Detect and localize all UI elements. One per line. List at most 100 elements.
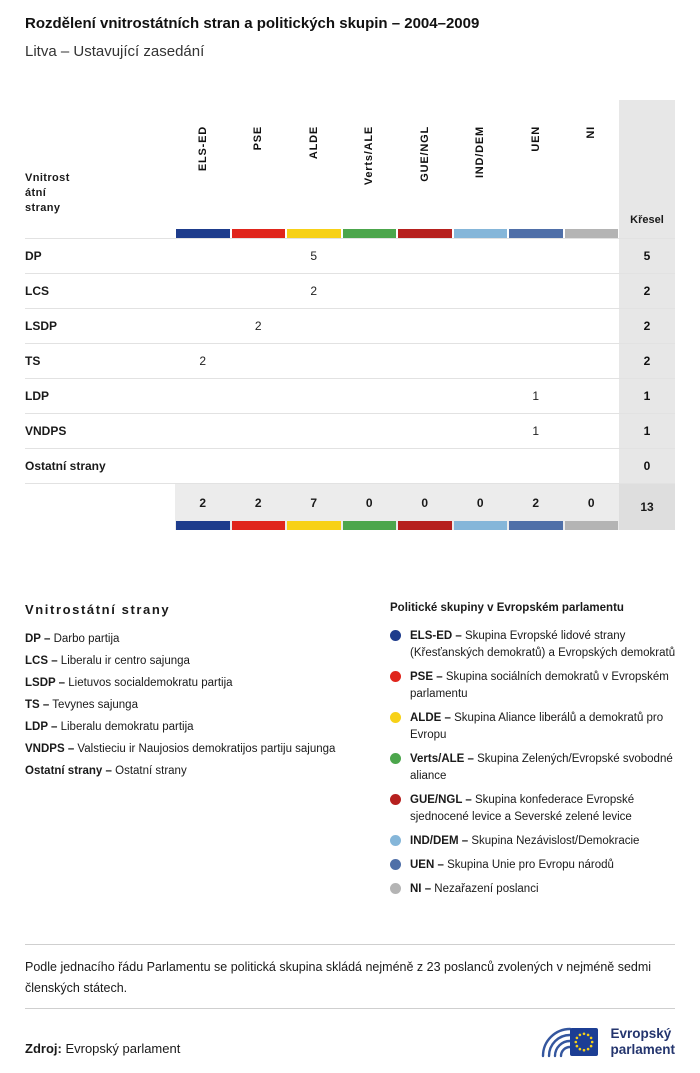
row-label-header: Vnitrost átní strany <box>25 172 70 214</box>
legend-item: TS – Tevynes sajunga <box>25 694 385 716</box>
group-name: Skupina Nezávislost/Demokracie <box>471 835 640 847</box>
group-color-bar <box>287 229 341 238</box>
value-cell <box>564 414 620 448</box>
column-header-gue-ngl: GUE/NGL <box>397 100 453 238</box>
group-color-bar <box>453 521 507 530</box>
value-cell <box>508 449 564 483</box>
seats-cell: 0 <box>619 449 675 483</box>
value-cell <box>342 309 398 343</box>
column-header-ni: NI <box>564 100 620 238</box>
column-header-verts-ale: Verts/ALE <box>342 100 398 238</box>
column-header-label: PSE <box>252 126 265 151</box>
ep-hemicycle-icon <box>542 1027 599 1058</box>
value-cell <box>231 274 287 308</box>
total-cell: 0 <box>452 484 508 530</box>
party-abbr: DP – <box>25 633 51 645</box>
group-color-bar <box>342 521 396 530</box>
total-value: 0 <box>421 495 429 510</box>
value-cell <box>453 449 509 483</box>
total-value: 0 <box>587 495 595 510</box>
legend-item: UEN – Skupina Unie pro Evropu národů <box>390 857 680 874</box>
party-full-name: Ostatní strany <box>115 765 187 777</box>
value-cell <box>342 379 398 413</box>
value-cell: 2 <box>254 319 262 333</box>
divider <box>25 1008 675 1009</box>
group-abbr: IND/DEM – <box>410 835 469 847</box>
legend-item: NI – Nezařazení poslanci <box>390 881 680 898</box>
verts-ale-color-dot <box>390 753 401 764</box>
group-name: Skupina Unie pro Evropu národů <box>447 859 614 871</box>
value-cell <box>564 379 620 413</box>
value-cell <box>231 379 287 413</box>
column-header-label: ELS-ED <box>196 126 209 172</box>
value-cell <box>231 449 287 483</box>
value-cell <box>453 379 509 413</box>
party-abbr: LSDP – <box>25 677 66 689</box>
value-cell <box>286 449 342 483</box>
seats-cell: 2 <box>619 309 675 343</box>
total-cell: 7 <box>286 484 342 530</box>
national-parties-legend: Vnitrostátní strany DP – Darbo partija L… <box>25 602 385 782</box>
value-cell <box>342 239 398 273</box>
group-name: Nezařazení poslanci <box>434 883 539 895</box>
table-header-row: Vnitrost átní strany ELS-ED PSE ALDE Ver… <box>25 100 675 238</box>
value-cell <box>286 414 342 448</box>
legend-groups-heading: Politické skupiny v Evropském parlamentu <box>390 602 624 614</box>
total-cell: 2 <box>230 484 286 530</box>
value-cell: 5 <box>310 249 318 263</box>
legend-item: Verts/ALE – Skupina Zelených/Evropské sv… <box>390 751 680 785</box>
total-value: 0 <box>476 495 484 510</box>
group-color-bar <box>453 229 507 238</box>
group-color-bar <box>564 229 618 238</box>
party-full-name: Valstieciu ir Naujosios demokratijos par… <box>77 743 336 755</box>
group-description: PSE – Skupina sociálních demokratů v Evr… <box>410 669 680 703</box>
value-cell <box>286 379 342 413</box>
column-header-els-ed: ELS-ED <box>175 100 231 238</box>
value-cell <box>508 274 564 308</box>
legend-item: ELS-ED – Skupina Evropské lidové strany … <box>390 628 680 662</box>
party-abbr: Ostatní strany – <box>25 765 112 777</box>
source-label: Zdroj: <box>25 1041 62 1056</box>
value-cell <box>564 274 620 308</box>
value-cell <box>397 274 453 308</box>
group-color-bar <box>509 229 563 238</box>
group-color-bar <box>564 521 618 530</box>
group-description: IND/DEM – Skupina Nezávislost/Demokracie <box>410 833 639 850</box>
value-cell <box>397 239 453 273</box>
divider <box>25 944 675 945</box>
total-value: 2 <box>532 495 540 510</box>
table-row-ldp: LDP 1 1 <box>25 378 675 413</box>
group-color-bar <box>287 521 341 530</box>
total-value: 7 <box>310 495 318 510</box>
group-description: ELS-ED – Skupina Evropské lidové strany … <box>410 628 680 662</box>
group-color-bar <box>398 229 452 238</box>
value-cell <box>286 344 342 378</box>
seats-cell: 1 <box>619 414 675 448</box>
legend-item: PSE – Skupina sociálních demokratů v Evr… <box>390 669 680 703</box>
column-header-label: NI <box>585 126 598 139</box>
party-name-cell: LCS <box>25 284 49 298</box>
party-full-name: Liberalu demokratu partija <box>60 721 194 733</box>
european-parliament-logo: Evropský parlament <box>530 1020 675 1064</box>
value-cell <box>231 239 287 273</box>
seats-table: Vnitrost átní strany ELS-ED PSE ALDE Ver… <box>25 100 675 530</box>
value-cell <box>453 239 509 273</box>
column-header-label: IND/DEM <box>474 126 487 179</box>
value-cell <box>397 309 453 343</box>
party-name-cell: VNDPS <box>25 424 67 438</box>
total-cell: 0 <box>397 484 453 530</box>
value-cell <box>397 449 453 483</box>
legend-item: ALDE – Skupina Aliance liberálů a demokr… <box>390 710 680 744</box>
group-abbr: GUE/NGL – <box>410 794 472 806</box>
value-cell <box>508 239 564 273</box>
party-full-name: Tevynes sajunga <box>52 699 138 711</box>
page-title: Rozdělení vnitrostátních stran a politic… <box>25 15 480 32</box>
total-cell: 0 <box>563 484 619 530</box>
value-cell <box>175 379 231 413</box>
uen-color-dot <box>390 859 401 870</box>
column-header-uen: UEN <box>508 100 564 238</box>
column-header-label: UEN <box>529 126 542 152</box>
value-cell <box>175 414 231 448</box>
value-cell <box>175 449 231 483</box>
legend-item: GUE/NGL – Skupina konfederace Evropské s… <box>390 792 680 826</box>
